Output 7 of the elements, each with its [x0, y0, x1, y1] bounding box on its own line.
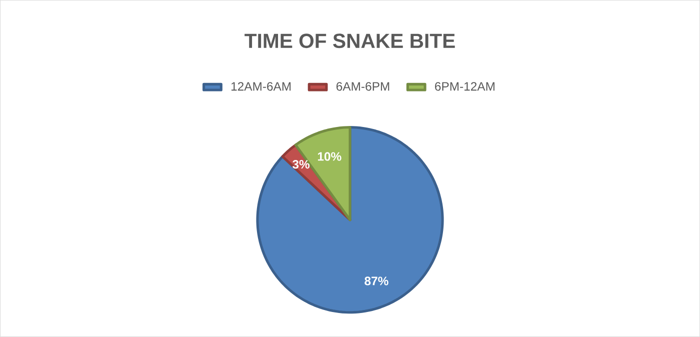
data-label: 3%: [292, 160, 310, 169]
legend-label: 6PM-12AM: [435, 82, 494, 91]
data-label: 10%: [318, 152, 342, 161]
legend-label: 12AM-6AM: [231, 82, 291, 91]
legend-label: 6AM-6PM: [336, 82, 390, 91]
chart-title: TIME OF SNAKE BITE: [244, 34, 455, 48]
data-label: 87%: [364, 276, 388, 286]
